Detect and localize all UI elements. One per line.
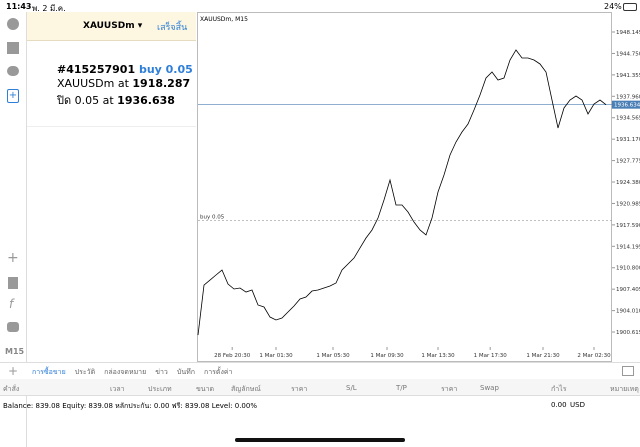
add-button[interactable]: + — [8, 364, 19, 378]
open-text: XAUUSDm at — [57, 77, 129, 90]
panel-header: XAUUSDm ▾ เสร็จสิ้น — [27, 12, 196, 41]
y-tick-label: 1920.985 — [616, 201, 640, 207]
chart-title: XAUUSDm, M15 — [200, 16, 248, 23]
y-tick-label: 1931.170 — [616, 137, 640, 143]
crosshair-icon[interactable]: + — [7, 250, 19, 266]
currency: USD — [570, 401, 585, 409]
symbol-select[interactable]: XAUUSDm ▾ — [83, 21, 143, 31]
column-label: คำสั่ง — [3, 385, 20, 393]
chat-icon[interactable] — [7, 66, 19, 76]
status-date: พ. 2 มี.ค. — [32, 4, 66, 13]
balance-text: Balance: 839.08 Equity: 839.08 หลักประกั… — [3, 402, 257, 410]
column-label: หมายเหตุ — [610, 385, 639, 393]
y-tick-label: 1934.565 — [616, 116, 640, 122]
column-label: ราคา — [441, 385, 458, 393]
y-tick-label: 1917.590 — [616, 223, 640, 229]
x-tick-label: 1 Mar 13:30 — [421, 353, 455, 359]
done-button[interactable]: เสร็จสิ้น — [157, 23, 188, 33]
profit: 0.00 — [551, 401, 567, 409]
tab[interactable]: บันทึก — [176, 368, 195, 376]
column-label: สัญลักษณ์ — [231, 385, 261, 393]
account-icon[interactable] — [7, 18, 19, 30]
trade-icon[interactable] — [7, 42, 19, 54]
chart-frame — [197, 12, 612, 362]
x-tick-label: 1 Mar 09:30 — [370, 353, 404, 359]
timeframe[interactable]: M15 — [5, 347, 25, 356]
y-tick-label: 1910.800 — [616, 266, 640, 272]
chart: XAUUSDm, M15 1948.145 1944.750 1941.355 193… — [197, 12, 640, 362]
column-label: ราคา — [291, 385, 308, 393]
column-label: S/L — [346, 384, 357, 392]
battery: 24% — [604, 2, 622, 11]
battery-icon — [623, 3, 637, 11]
tab[interactable]: การตั้งค่า — [203, 368, 233, 376]
y-tick-label: 1914.195 — [616, 244, 640, 250]
close-text: ปิด 0.05 at — [57, 94, 114, 107]
y-tick-label: 1904.010 — [616, 309, 640, 315]
column-label: T/P — [396, 384, 407, 392]
y-tick-label: 1944.750 — [616, 51, 640, 57]
price-line — [197, 49, 607, 336]
tab[interactable]: การซื้อขาย — [32, 368, 66, 376]
current-price-box — [612, 100, 640, 109]
x-tick-label: 1 Mar 05:30 — [316, 353, 350, 359]
y-tick-label: 1948.145 — [616, 30, 640, 36]
home-indicator — [235, 438, 405, 442]
x-tick-label: 1 Mar 17:30 — [474, 353, 508, 359]
y-tick-label: 1924.380 — [616, 180, 640, 186]
column-label: ประเภท — [148, 385, 172, 393]
tab[interactable]: กล่องจดหมาย — [104, 368, 147, 376]
new-order-icon[interactable]: + — [7, 89, 19, 103]
y-tick-label: 1907.405 — [616, 287, 640, 293]
x-tick-label: 2 Mar 02:30 — [577, 353, 611, 359]
open-price: 1918.287 — [132, 77, 191, 90]
x-tick-label: 1 Mar 01:30 — [259, 353, 293, 359]
x-tick-label: 1 Mar 21:30 — [526, 353, 560, 359]
balance-row: Balance: 839.08 Equity: 839.08 หลักประกั… — [0, 396, 640, 412]
layout-icon[interactable] — [622, 366, 634, 376]
tab[interactable]: ข่าว — [155, 368, 168, 376]
tab-bar: + การซื้อขาย ประวัติ กล่องจดหมาย ข่าว บันทึก… — [0, 362, 640, 380]
order-id: #415257901 — [57, 63, 136, 76]
indicator-icon[interactable] — [8, 277, 18, 289]
close-price: 1936.638 — [117, 94, 175, 107]
order-info: #415257901 buy 0.05 XAUUSDm at 1918.287 … — [27, 41, 196, 127]
status-time: 11:43 — [6, 2, 32, 11]
column-label: เวลา — [110, 385, 125, 393]
y-tick-label: 1937.960 — [616, 94, 640, 100]
current-price-label: 1936.634 — [614, 103, 640, 109]
y-tick-label: 1900.615 — [616, 330, 640, 336]
y-tick-label: 1941.355 — [616, 73, 640, 79]
order-label: buy 0.05 — [200, 214, 225, 220]
column-header: คำสั่ง เวลา ประเภท ขนาด สัญลักษณ์ ราคา S/L T/P ร… — [0, 379, 640, 396]
tab[interactable]: ประวัติ — [74, 368, 96, 376]
y-tick-label: 1927.775 — [616, 159, 640, 165]
function-icon[interactable]: f — [9, 297, 14, 311]
objects-icon[interactable] — [7, 322, 19, 332]
x-tick-label: 28 Feb 20:30 — [214, 353, 251, 359]
column-label: Swap — [480, 384, 499, 392]
column-label: ขนาด — [196, 385, 215, 393]
column-label: กำไร — [551, 385, 567, 393]
order-action: buy 0.05 — [138, 63, 193, 76]
